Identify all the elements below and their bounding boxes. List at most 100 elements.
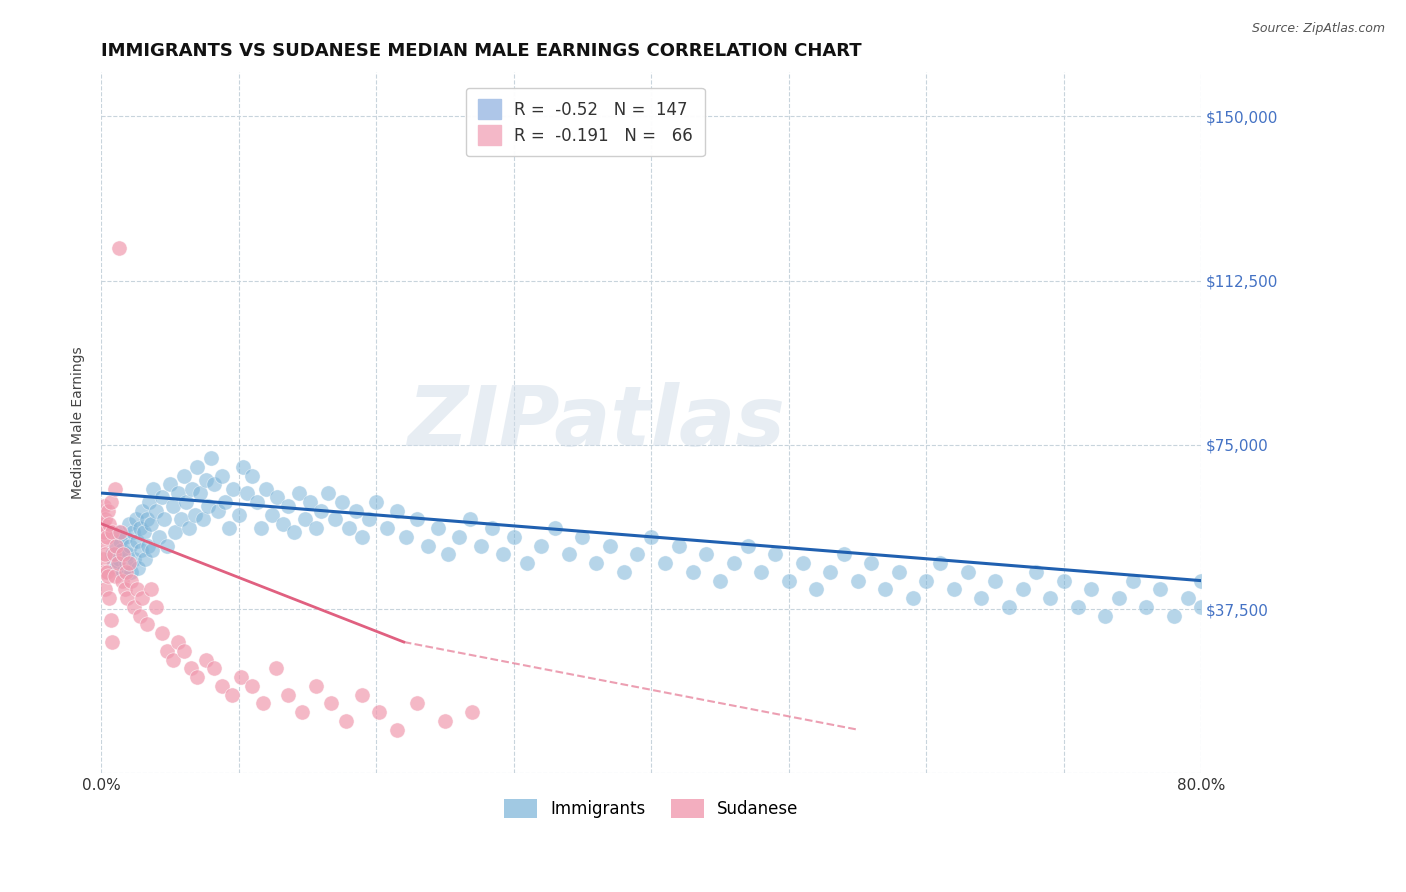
- Immigrants: [122, 551, 145, 566]
- Immigrants: [145, 503, 167, 517]
- Immigrants: [887, 565, 910, 579]
- Immigrants: [1177, 591, 1199, 606]
- Immigrants: [366, 495, 388, 509]
- Sudanese: [150, 626, 173, 640]
- Sudanese: [186, 670, 208, 684]
- Immigrants: [418, 539, 440, 553]
- Immigrants: [214, 495, 236, 509]
- Immigrants: [352, 530, 374, 544]
- Immigrants: [481, 521, 503, 535]
- Sudanese: [114, 582, 136, 597]
- Immigrants: [159, 477, 181, 491]
- Immigrants: [121, 565, 143, 579]
- Sudanese: [94, 512, 117, 526]
- Immigrants: [249, 521, 271, 535]
- Immigrants: [194, 473, 217, 487]
- Immigrants: [1149, 582, 1171, 597]
- Immigrants: [222, 482, 245, 496]
- Immigrants: [395, 530, 418, 544]
- Immigrants: [695, 547, 717, 561]
- Immigrants: [915, 574, 938, 588]
- Immigrants: [283, 525, 305, 540]
- Immigrants: [737, 539, 759, 553]
- Immigrants: [1121, 574, 1143, 588]
- Immigrants: [136, 539, 159, 553]
- Sudanese: [277, 688, 299, 702]
- Sudanese: [107, 556, 129, 570]
- Immigrants: [792, 556, 814, 570]
- Sudanese: [108, 241, 131, 255]
- Immigrants: [120, 539, 142, 553]
- Immigrants: [167, 486, 190, 500]
- Sudanese: [97, 503, 120, 517]
- Immigrants: [111, 543, 134, 558]
- Sudanese: [167, 635, 190, 649]
- Sudanese: [100, 613, 122, 627]
- Immigrants: [148, 530, 170, 544]
- Immigrants: [117, 547, 139, 561]
- Immigrants: [134, 551, 156, 566]
- Legend: Immigrants, Sudanese: Immigrants, Sudanese: [498, 793, 806, 825]
- Immigrants: [124, 512, 146, 526]
- Immigrants: [997, 599, 1019, 614]
- Immigrants: [266, 491, 288, 505]
- Immigrants: [135, 512, 157, 526]
- Sudanese: [139, 582, 162, 597]
- Immigrants: [330, 495, 353, 509]
- Immigrants: [626, 547, 648, 561]
- Immigrants: [277, 499, 299, 513]
- Immigrants: [101, 547, 124, 561]
- Immigrants: [929, 556, 952, 570]
- Immigrants: [236, 486, 259, 500]
- Sudanese: [461, 705, 484, 719]
- Immigrants: [162, 499, 184, 513]
- Sudanese: [121, 574, 143, 588]
- Immigrants: [571, 530, 593, 544]
- Sudanese: [194, 652, 217, 666]
- Immigrants: [316, 486, 339, 500]
- Sudanese: [104, 482, 127, 496]
- Immigrants: [585, 556, 607, 570]
- Immigrants: [516, 556, 538, 570]
- Sudanese: [211, 679, 233, 693]
- Immigrants: [1080, 582, 1102, 597]
- Immigrants: [294, 512, 316, 526]
- Immigrants: [436, 547, 458, 561]
- Sudanese: [202, 661, 225, 675]
- Immigrants: [599, 539, 621, 553]
- Immigrants: [138, 495, 160, 509]
- Immigrants: [406, 512, 429, 526]
- Sudanese: [291, 705, 314, 719]
- Immigrants: [305, 521, 328, 535]
- Immigrants: [181, 482, 204, 496]
- Sudanese: [352, 688, 374, 702]
- Sudanese: [319, 696, 342, 710]
- Immigrants: [806, 582, 828, 597]
- Immigrants: [202, 477, 225, 491]
- Immigrants: [139, 516, 162, 531]
- Immigrants: [613, 565, 636, 579]
- Sudanese: [221, 688, 243, 702]
- Immigrants: [176, 495, 198, 509]
- Immigrants: [228, 508, 250, 522]
- Sudanese: [105, 539, 128, 553]
- Sudanese: [91, 551, 114, 566]
- Sudanese: [93, 565, 115, 579]
- Immigrants: [115, 556, 138, 570]
- Immigrants: [640, 530, 662, 544]
- Sudanese: [368, 705, 391, 719]
- Immigrants: [544, 521, 567, 535]
- Immigrants: [447, 530, 470, 544]
- Immigrants: [818, 565, 841, 579]
- Immigrants: [1066, 599, 1088, 614]
- Immigrants: [682, 565, 704, 579]
- Immigrants: [749, 565, 772, 579]
- Immigrants: [385, 503, 408, 517]
- Sudanese: [135, 617, 157, 632]
- Immigrants: [530, 539, 553, 553]
- Immigrants: [110, 534, 132, 549]
- Immigrants: [492, 547, 515, 561]
- Sudanese: [101, 525, 124, 540]
- Immigrants: [188, 486, 211, 500]
- Sudanese: [125, 582, 148, 597]
